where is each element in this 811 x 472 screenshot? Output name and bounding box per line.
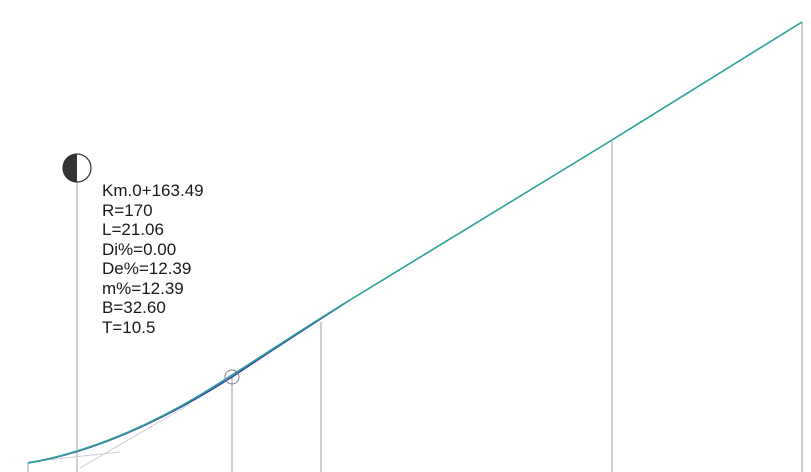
length-label: L=21.06 (102, 220, 164, 239)
grade-line (27, 21, 803, 464)
initial-grade-label: Di%=0.00 (102, 239, 177, 259)
grade-difference-label: m%=12.39 (102, 278, 184, 298)
tangent-label: T=10.5 (102, 317, 156, 337)
b-value-label: B=32.60 (102, 298, 166, 317)
radius-label: R=170 (102, 200, 153, 220)
curve-point-marker (224, 369, 240, 385)
tangent-extension (79, 403, 191, 469)
curve-annotation: Km.0+163.49 R=170 L=21.06 Di%=0.00 De%=1… (102, 181, 204, 337)
pvi-marker-icon (62, 153, 92, 183)
final-grade-label: De%=12.39 (102, 259, 192, 278)
station-label: Km.0+163.49 (102, 181, 204, 200)
